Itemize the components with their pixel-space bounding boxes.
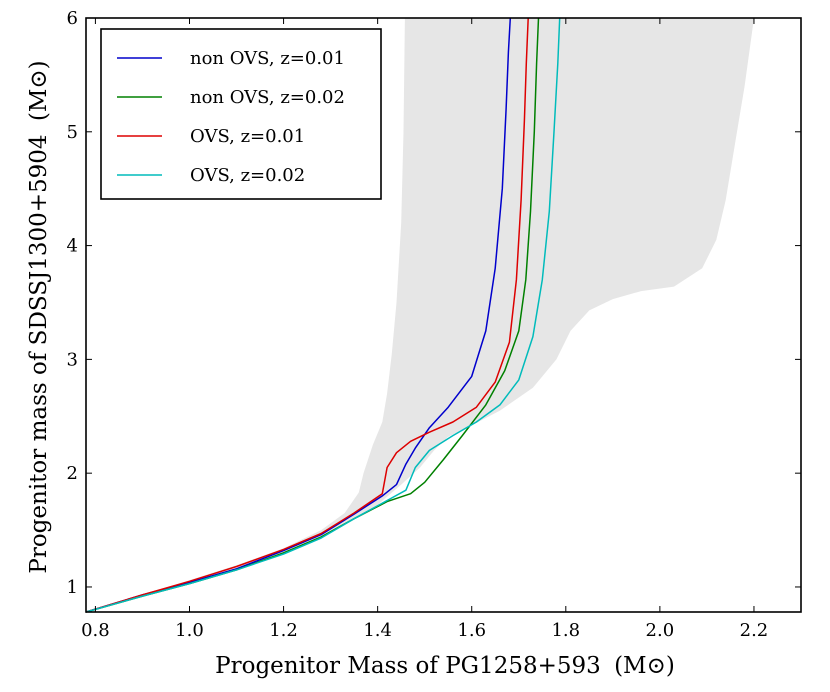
y-tick-label: 3 bbox=[67, 349, 78, 370]
x-tick-label: 2.0 bbox=[646, 620, 675, 641]
x-axis-label: Progenitor Mass of PG1258+593 (M⊙) bbox=[215, 653, 675, 679]
x-tick-label: 1.0 bbox=[175, 620, 204, 641]
x-tick-label: 1.6 bbox=[457, 620, 486, 641]
series-line-4 bbox=[85, 17, 561, 613]
series-line-1 bbox=[85, 17, 512, 613]
y-axis-label: Progenitor mass of SDSSJ1300+5904 (M⊙) bbox=[26, 60, 52, 573]
x-tick-label: 1.2 bbox=[269, 620, 298, 641]
legend-entries: non OVS, z=0.01 non OVS, z=0.02 OVS, z=0.0… bbox=[117, 48, 345, 186]
svg-text:Progenitor Mass of PG1258+593: Progenitor Mass of PG1258+593 (M⊙) bbox=[215, 653, 675, 679]
y-tick-label: 2 bbox=[67, 463, 78, 484]
y-tick-label: 6 bbox=[67, 8, 78, 29]
legend: non OVS, z=0.01 non OVS, z=0.02 OVS, z=0.0… bbox=[100, 28, 382, 200]
legend-label-2: non OVS, z=0.02 bbox=[190, 87, 345, 108]
y-tick-label: 4 bbox=[67, 236, 78, 257]
shaded-band bbox=[86, 18, 754, 612]
legend-label-3: OVS, z=0.01 bbox=[190, 126, 305, 147]
svg-text:Progenitor mass of SDSSJ1300+5: Progenitor mass of SDSSJ1300+5904 (M⊙) bbox=[26, 60, 52, 573]
plot-area bbox=[85, 17, 802, 613]
y-axis-label-text: Progenitor mass of SDSSJ1300+5904 bbox=[26, 134, 52, 573]
x-axis-label-text: Progenitor Mass of PG1258+593 bbox=[215, 653, 601, 679]
series-layer bbox=[85, 17, 561, 613]
x-tick-label: 2.2 bbox=[740, 620, 769, 641]
y-axis-unit: (M⊙) bbox=[26, 60, 52, 121]
legend-label-4: OVS, z=0.02 bbox=[190, 165, 305, 186]
legend-label-1: non OVS, z=0.01 bbox=[190, 48, 345, 69]
x-tick-label: 1.8 bbox=[551, 620, 580, 641]
plot-frame bbox=[85, 17, 802, 613]
y-tick-label: 1 bbox=[67, 577, 78, 598]
series-line-3 bbox=[85, 17, 529, 613]
x-tick-label: 1.4 bbox=[363, 620, 392, 641]
y-tick-label: 5 bbox=[67, 122, 78, 143]
x-axis-unit: (M⊙) bbox=[614, 653, 675, 679]
x-tick-label: 0.8 bbox=[81, 620, 110, 641]
ticks-layer bbox=[86, 17, 801, 612]
tick-labels-layer: 0.8 1.0 1.2 1.4 1.6 1.8 2.0 2.2 1 2 3 4 5 6 bbox=[67, 8, 769, 641]
